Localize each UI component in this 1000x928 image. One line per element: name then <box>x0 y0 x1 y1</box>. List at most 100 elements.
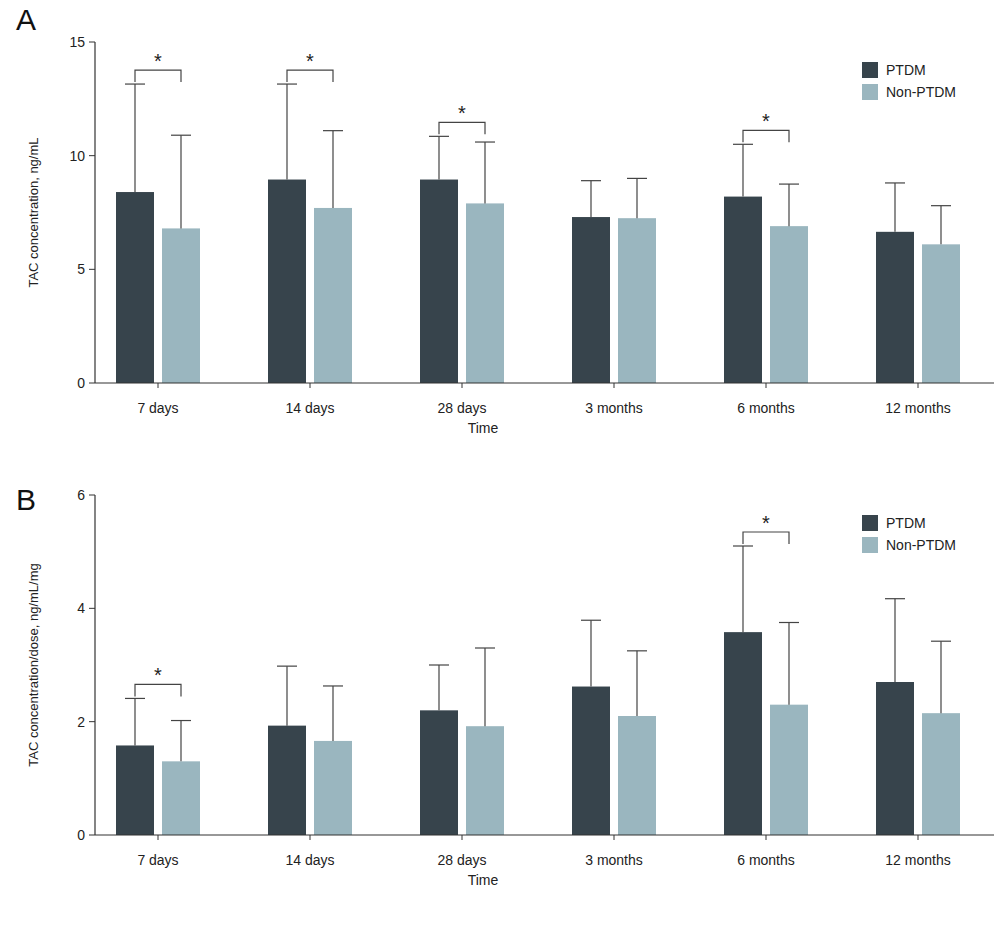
legend-label: Non-PTDM <box>886 84 956 100</box>
error-bar <box>931 641 951 713</box>
bar <box>876 232 914 383</box>
bar <box>314 208 352 383</box>
y-tick-label: 4 <box>77 600 85 616</box>
x-tick <box>918 835 919 840</box>
y-tick-label: 10 <box>69 148 85 164</box>
significance-label: * <box>154 664 162 686</box>
x-tick <box>766 383 767 388</box>
y-axis-label: TAC concentration/dose, ng/mL/mg <box>26 563 41 767</box>
error-bar <box>125 84 145 192</box>
y-tick <box>89 383 95 384</box>
error-bar <box>475 648 495 726</box>
error-cap <box>323 130 343 131</box>
x-axis-label: Time <box>468 872 499 888</box>
data-group <box>116 84 960 383</box>
x-tick <box>310 835 311 840</box>
x-tick <box>462 835 463 840</box>
error-cap <box>931 641 951 642</box>
x-tick <box>462 383 463 388</box>
error-line <box>788 623 789 705</box>
error-line <box>438 136 439 179</box>
y-tick-label: 6 <box>77 487 85 503</box>
bar <box>572 687 610 835</box>
error-bar <box>885 183 905 232</box>
error-cap <box>733 545 753 546</box>
y-tick <box>89 608 95 609</box>
error-cap <box>885 598 905 599</box>
error-cap <box>931 205 951 206</box>
error-cap <box>125 83 145 84</box>
error-line <box>636 651 637 716</box>
error-line <box>134 84 135 192</box>
bar <box>922 713 960 835</box>
legend-swatch <box>862 515 878 531</box>
error-bar <box>733 546 753 632</box>
panel: A051015TAC concentration, ng/mL7 days14 … <box>16 3 994 436</box>
error-line <box>180 135 181 228</box>
x-tick-label: 7 days <box>137 852 178 868</box>
x-tick-label: 14 days <box>285 852 334 868</box>
error-line <box>590 620 591 686</box>
error-bar <box>171 135 191 228</box>
y-tick <box>89 835 95 836</box>
bar <box>314 741 352 835</box>
panel-title: B <box>16 483 36 516</box>
bar <box>466 726 504 835</box>
legend-label: PTDM <box>886 62 926 78</box>
error-bar <box>429 665 449 710</box>
error-line <box>894 599 895 682</box>
legend-label: Non-PTDM <box>886 537 956 553</box>
panel: B 0 2 4 6 TAC concentration/dose, ng/mL/mg 7 d… <box>16 483 994 888</box>
error-bar <box>323 686 343 741</box>
error-line <box>438 665 439 710</box>
error-line <box>894 183 895 232</box>
bar <box>876 682 914 835</box>
significance-label: * <box>306 50 314 72</box>
x-axis-label: Time <box>468 420 499 436</box>
y-tick-label: 2 <box>77 714 85 730</box>
x-tick-label: 7 days <box>137 400 178 416</box>
error-cap <box>277 666 297 667</box>
error-cap <box>475 141 495 142</box>
y-tick-label: 0 <box>77 375 85 391</box>
error-bar <box>429 136 449 179</box>
error-bar <box>779 184 799 226</box>
x-tick-label: 6 months <box>737 852 795 868</box>
y-tick-label: 0 <box>77 827 85 843</box>
x-tick <box>158 383 159 388</box>
y-axis <box>94 42 95 383</box>
bar <box>724 197 762 383</box>
error-bar <box>733 144 753 196</box>
x-tick-label: 14 days <box>285 400 334 416</box>
error-line <box>180 721 181 762</box>
bar <box>420 180 458 383</box>
bar <box>116 745 154 835</box>
x-tick <box>614 383 615 388</box>
error-bar <box>779 623 799 705</box>
error-line <box>636 178 637 218</box>
error-bar <box>627 178 647 218</box>
y-tick-label: 15 <box>69 34 85 50</box>
error-line <box>742 144 743 196</box>
x-tick-label: 3 months <box>585 852 643 868</box>
data-group <box>116 546 960 835</box>
error-cap <box>323 685 343 686</box>
x-tick <box>918 383 919 388</box>
error-line <box>788 184 789 226</box>
error-cap <box>277 83 297 84</box>
bar <box>420 710 458 835</box>
x-tick <box>310 383 311 388</box>
bar <box>618 218 656 383</box>
error-line <box>332 686 333 741</box>
error-cap <box>733 144 753 145</box>
y-axis <box>94 495 95 835</box>
bar <box>618 716 656 835</box>
bar <box>770 705 808 835</box>
x-tick-label: 12 months <box>885 852 950 868</box>
error-cap <box>429 136 449 137</box>
error-cap <box>125 698 145 699</box>
x-tick-label: 6 months <box>737 400 795 416</box>
legend-swatch <box>862 62 878 78</box>
significance-label: * <box>762 110 770 132</box>
y-axis-label: TAC concentration, ng/mL <box>26 137 41 287</box>
